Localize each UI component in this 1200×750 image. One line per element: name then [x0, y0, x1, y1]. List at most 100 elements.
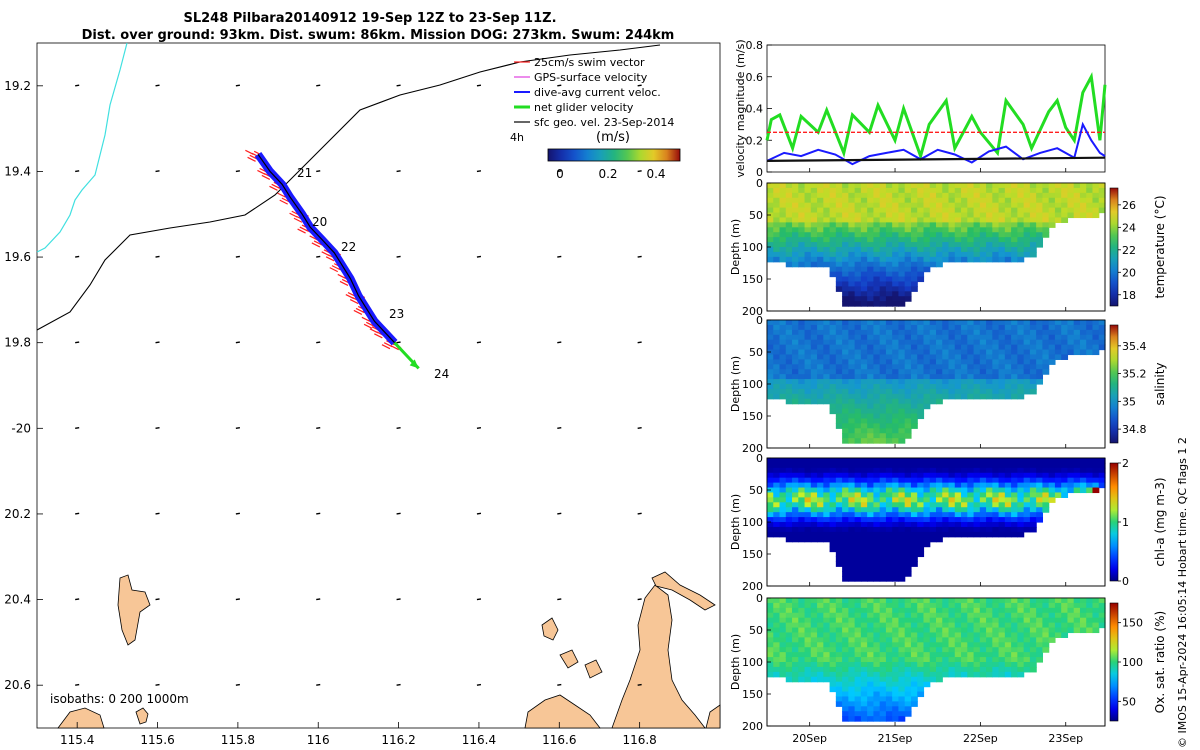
- section-cell: [967, 207, 975, 214]
- section-cell: [885, 512, 893, 518]
- section-cell: [1017, 379, 1025, 385]
- section-cell: [792, 320, 799, 326]
- section-cell: [1017, 242, 1025, 248]
- section-cell: [979, 602, 987, 609]
- section-cell: [936, 472, 943, 479]
- section-cell: [823, 482, 831, 489]
- section-cell: [785, 242, 793, 248]
- section-cell: [860, 551, 868, 558]
- section-cell: [873, 472, 881, 479]
- section-cell: [929, 612, 937, 619]
- section-cell: [835, 696, 843, 702]
- section-cell: [986, 251, 993, 258]
- section-cell: [973, 522, 981, 528]
- section-cell: [910, 408, 918, 415]
- section-cell: [867, 232, 875, 238]
- section-cell: [798, 232, 806, 238]
- legend-entry-geo: sfc geo. vel. 23-Sep-2014: [514, 116, 674, 129]
- section-cell: [773, 324, 781, 331]
- section-cell: [986, 666, 993, 673]
- section-cell: [848, 632, 856, 638]
- section-cell: [885, 458, 893, 464]
- section-cell: [810, 512, 818, 518]
- section-cell: [998, 627, 1006, 634]
- section-cell: [1011, 666, 1018, 673]
- section-cell: [904, 676, 912, 683]
- section-cell: [917, 546, 925, 553]
- section-cell: [910, 512, 918, 518]
- section-cell: [979, 512, 987, 518]
- section-cell: [835, 462, 843, 469]
- section-cell: [779, 602, 787, 609]
- section-cell: [804, 349, 812, 356]
- time-tick-label: 20Sep: [792, 732, 827, 745]
- section-cell: [810, 349, 818, 356]
- section-cell: [1086, 482, 1094, 489]
- section-cell: [885, 398, 893, 405]
- section-cell: [910, 202, 918, 209]
- section-cell: [954, 364, 962, 370]
- section-cell: [804, 666, 812, 673]
- section-cell: [848, 301, 856, 307]
- section-cell: [998, 183, 1006, 189]
- section-cell: [967, 462, 975, 469]
- section-cell: [804, 339, 812, 346]
- section-cell: [967, 227, 975, 233]
- section-cell: [773, 617, 781, 624]
- net-velocity-arrowhead: [409, 359, 419, 369]
- section-cell: [898, 423, 906, 429]
- section-cell: [873, 502, 881, 508]
- section-cell: [848, 349, 856, 356]
- section-cell: [910, 467, 918, 474]
- section-cell: [804, 617, 812, 624]
- section-cell: [1017, 617, 1025, 624]
- section-cell: [848, 691, 856, 698]
- section-cell: [848, 393, 856, 400]
- section-cell: [792, 632, 799, 638]
- section-cell: [804, 242, 812, 248]
- section-cell: [767, 482, 774, 489]
- section-cell: [923, 657, 931, 663]
- section-cell: [779, 627, 787, 634]
- section-cell: [1017, 531, 1025, 538]
- section-cell: [1017, 217, 1025, 223]
- section-cell: [817, 502, 824, 508]
- section-cell: [942, 617, 950, 624]
- section-cell: [961, 617, 968, 624]
- geo-vector: [316, 427, 321, 430]
- section-cell: [867, 546, 875, 553]
- section-cell: [1048, 334, 1056, 341]
- section-cell: [1023, 354, 1031, 360]
- section-cell: [848, 551, 856, 558]
- section-cell: [1004, 374, 1012, 380]
- section-cell: [867, 251, 875, 258]
- section-cell: [973, 339, 981, 346]
- geo-vector: [316, 341, 321, 344]
- section-cell: [842, 227, 849, 233]
- section-cell: [1011, 671, 1018, 678]
- section-cell: [810, 192, 818, 199]
- section-cell: [961, 607, 968, 614]
- section-cell: [779, 617, 787, 624]
- section-cell: [954, 671, 962, 678]
- section-cell: [923, 612, 931, 619]
- section-cell: [910, 324, 918, 331]
- section-cell: [929, 349, 937, 356]
- section-cell: [879, 222, 887, 228]
- section-cell: [879, 212, 887, 219]
- section-cell: [904, 472, 912, 479]
- section-cell: [798, 183, 806, 189]
- section-cell: [904, 334, 912, 341]
- section-cell: [842, 686, 849, 693]
- section-cell: [973, 602, 981, 609]
- day-label-20: 20: [312, 215, 327, 229]
- section-cell: [810, 364, 818, 370]
- section-cell: [1092, 320, 1100, 326]
- section-cell: [779, 379, 787, 385]
- section-cell: [1023, 388, 1031, 395]
- section-cell: [1054, 344, 1062, 351]
- section-cell: [829, 349, 837, 356]
- section-cell: [817, 458, 824, 464]
- section-cell: [767, 329, 774, 336]
- section-cell: [1067, 349, 1075, 356]
